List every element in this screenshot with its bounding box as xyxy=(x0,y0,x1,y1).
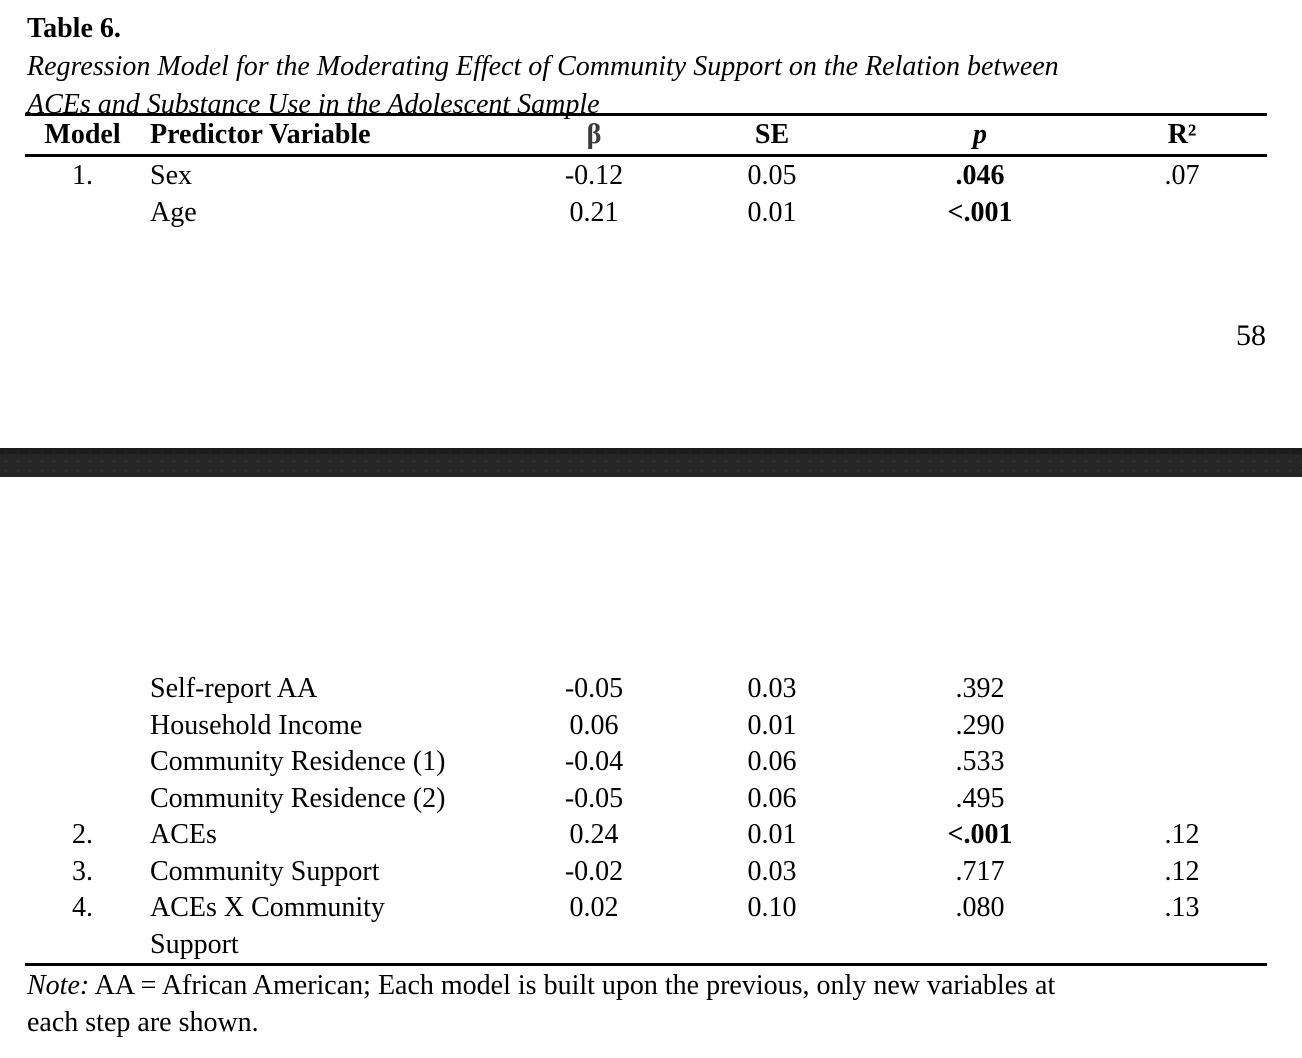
cell-r-squared: .12 xyxy=(1164,855,1200,887)
cell-se: 0.06 xyxy=(747,782,797,814)
cell-se: 0.10 xyxy=(747,892,797,923)
table-row: Age 0.21 0.01 <.001 xyxy=(25,194,1267,231)
cell-p: .495 xyxy=(955,782,1005,814)
cell-model: 2. xyxy=(72,819,93,850)
cell-model xyxy=(25,194,140,231)
regression-table-part2: Self-report AA -0.05 0.03 .392 Household… xyxy=(25,671,1267,966)
cell-predictor: Household Income xyxy=(150,709,363,741)
cell-beta: -0.05 xyxy=(564,673,624,704)
header-se: SE xyxy=(681,114,863,157)
cell-model xyxy=(25,927,140,965)
table-row: Community Residence (1) -0.04 0.06 .533 xyxy=(25,744,1267,781)
cell-p: .080 xyxy=(955,892,1005,923)
cell-r-squared xyxy=(1097,781,1267,818)
table-row: Self-report AA -0.05 0.03 .392 xyxy=(25,671,1267,708)
cell-predictor: Self-report AA xyxy=(150,673,318,704)
cell-model: 3. xyxy=(72,855,93,887)
cell-predictor: ACEs xyxy=(150,819,217,850)
header-beta: β xyxy=(507,114,681,157)
cell-beta: -0.05 xyxy=(564,782,624,814)
table-row: Household Income 0.06 0.01 .290 xyxy=(25,708,1267,745)
header-predictor-variable: Predictor Variable xyxy=(140,114,507,157)
cell-predictor: Support xyxy=(150,928,239,960)
cell-beta xyxy=(507,927,681,965)
cell-r-squared xyxy=(1097,744,1267,781)
cell-model xyxy=(25,781,140,818)
table-title-block: Table 6. Regression Model for the Modera… xyxy=(27,10,1059,124)
cell-r-squared: .13 xyxy=(1164,892,1200,923)
cell-se: 0.05 xyxy=(747,160,797,191)
table-row: Community Residence (2) -0.05 0.06 .495 xyxy=(25,781,1267,818)
cell-se: 0.06 xyxy=(747,746,797,777)
cell-beta: -0.02 xyxy=(564,855,624,887)
table-row: 1. Sex -0.12 0.05 .046 .07 xyxy=(25,156,1267,195)
cell-beta: 0.06 xyxy=(569,709,619,741)
cell-p: .533 xyxy=(955,746,1005,777)
cell-model xyxy=(25,744,140,781)
header-p: p xyxy=(863,114,1097,157)
cell-predictor: ACEs X Community xyxy=(150,892,385,923)
cell-r-squared: .12 xyxy=(1164,819,1200,850)
cell-beta: -0.12 xyxy=(564,160,624,191)
cell-r-squared xyxy=(1097,927,1267,965)
cell-model xyxy=(25,708,140,745)
cell-predictor: Age xyxy=(150,197,197,228)
cell-r-squared xyxy=(1097,671,1267,708)
cell-predictor: Sex xyxy=(150,160,192,191)
cell-p: .392 xyxy=(955,673,1005,704)
table-header-row: Model Predictor Variable β SE p R² xyxy=(25,114,1267,157)
cell-model: 4. xyxy=(72,892,93,923)
cell-se: 0.03 xyxy=(747,855,797,887)
table-row: 2. ACEs 0.24 0.01 <.001 .12 xyxy=(25,817,1267,854)
cell-p: <.001 xyxy=(947,197,1013,228)
cell-model: 1. xyxy=(72,160,93,191)
table-note-line1: Note: AA = African American; Each model … xyxy=(27,967,1055,1004)
header-r-squared: R² xyxy=(1097,114,1267,157)
table-note: Note: AA = African American; Each model … xyxy=(27,967,1055,1041)
header-model: Model xyxy=(25,114,140,157)
cell-predictor: Community Residence (1) xyxy=(150,746,446,777)
page-number: 58 xyxy=(1236,319,1266,352)
table-row: 4. ACEs X Community 0.02 0.10 .080 .13 xyxy=(25,890,1267,927)
cell-beta: -0.04 xyxy=(564,746,624,777)
cell-p: <.001 xyxy=(947,819,1013,850)
cell-beta: 0.24 xyxy=(569,819,619,850)
cell-model xyxy=(25,671,140,708)
cell-r-squared xyxy=(1097,194,1267,231)
cell-predictor: Community Support xyxy=(150,855,380,887)
table-row: Support xyxy=(25,927,1267,965)
cell-p: .290 xyxy=(955,709,1005,741)
table-row: 3. Community Support -0.02 0.03 .717 .12 xyxy=(25,854,1267,891)
note-line1-rest: AA = African American; Each model is bui… xyxy=(89,970,1056,1001)
cell-beta: 0.21 xyxy=(569,197,619,228)
table-number-label: Table 6. xyxy=(27,13,121,44)
cell-beta: 0.02 xyxy=(569,892,619,923)
cell-p: .717 xyxy=(955,855,1005,887)
regression-table-part1: Model Predictor Variable β SE p R² 1. Se… xyxy=(25,113,1267,231)
cell-se: 0.01 xyxy=(747,709,797,741)
cell-r-squared: .07 xyxy=(1164,160,1200,191)
cell-se: 0.01 xyxy=(747,197,797,228)
cell-p xyxy=(863,927,1097,965)
cell-se: 0.01 xyxy=(747,819,797,850)
table-note-line2: each step are shown. xyxy=(27,1007,259,1038)
cell-se xyxy=(681,927,863,965)
cell-p: .046 xyxy=(955,160,1005,191)
cell-r-squared xyxy=(1097,708,1267,745)
table-title-line1: Regression Model for the Moderating Effe… xyxy=(27,51,1059,82)
cell-predictor: Community Residence (2) xyxy=(150,782,446,814)
cell-se: 0.03 xyxy=(747,673,797,704)
note-prefix: Note: xyxy=(27,970,90,1001)
page-break-separator xyxy=(0,448,1302,477)
